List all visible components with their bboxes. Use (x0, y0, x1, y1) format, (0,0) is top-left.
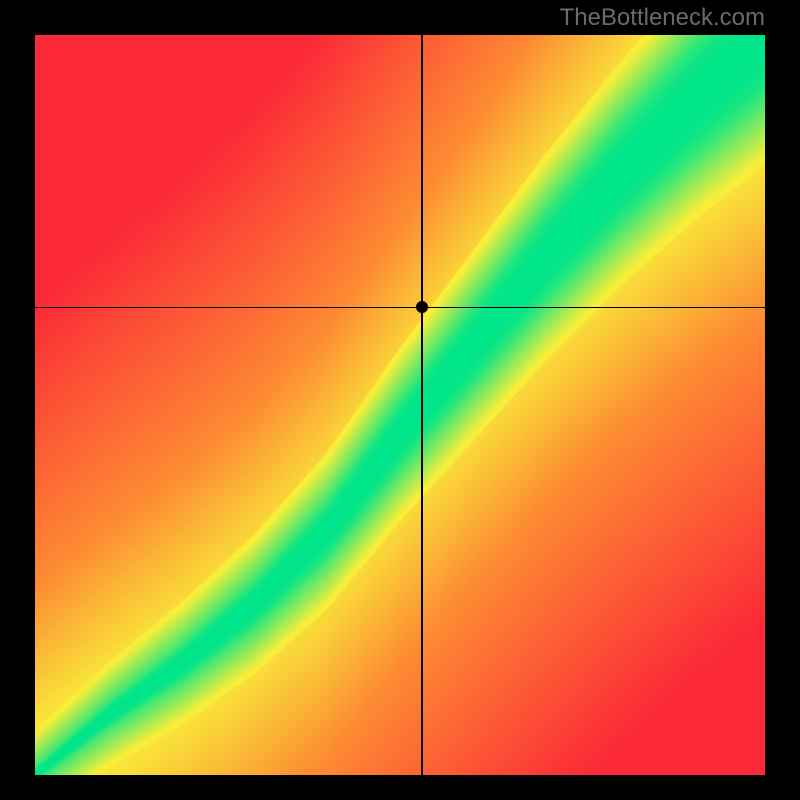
bottleneck-heatmap (35, 35, 765, 775)
crosshair-vertical (421, 35, 423, 775)
watermark-text: TheBottleneck.com (560, 4, 765, 32)
crosshair-horizontal (35, 307, 765, 309)
